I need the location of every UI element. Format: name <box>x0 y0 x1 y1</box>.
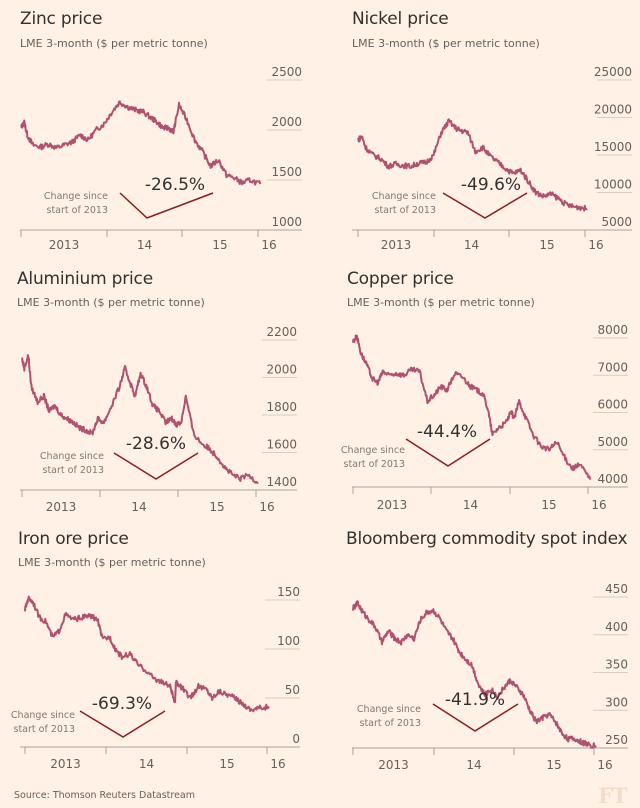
y-tick-label: 400 <box>605 620 628 634</box>
series-line <box>20 100 262 186</box>
chart-title: Zinc price <box>20 9 103 29</box>
change-v-mark <box>405 438 491 467</box>
x-tick-label: 15 <box>212 238 227 252</box>
series-line <box>357 118 588 212</box>
y-tick-label: 50 <box>285 683 300 697</box>
series-line <box>352 600 597 749</box>
change-note: Change since <box>44 191 108 202</box>
x-tick-label: 2013 <box>50 757 81 771</box>
y-tick-label: 1800 <box>266 400 297 414</box>
y-tick-label: 10000 <box>594 178 632 192</box>
y-tick-label: 1000 <box>271 215 302 229</box>
chart-subtitle: LME 3-month ($ per metric tonne) <box>347 296 535 309</box>
x-tick-label: 14 <box>137 238 152 252</box>
y-tick-label: 0 <box>292 732 300 746</box>
y-tick-label: 1400 <box>266 475 297 489</box>
x-tick-label: 14 <box>463 498 478 512</box>
change-note: Change since <box>11 710 75 721</box>
chart-subtitle: LME 3-month ($ per metric tonne) <box>18 556 206 569</box>
change-v-mark <box>79 710 166 738</box>
x-tick-label: 2013 <box>378 758 409 772</box>
y-tick-label: 1600 <box>266 438 297 452</box>
y-tick-label: 8000 <box>597 323 628 337</box>
change-note: Change since <box>341 445 405 456</box>
y-tick-label: 100 <box>277 634 300 648</box>
x-tick-label: 15 <box>541 498 556 512</box>
y-tick-label: 250 <box>605 733 628 747</box>
y-tick-label: 6000 <box>597 398 628 412</box>
change-percent-label: -69.3% <box>92 694 152 714</box>
change-note: start of 2013 <box>360 718 422 729</box>
chart-title: Bloomberg commodity spot index <box>346 529 628 549</box>
y-tick-label: 300 <box>605 695 628 709</box>
y-tick-label: 15000 <box>594 140 632 154</box>
chart-title: Nickel price <box>352 9 449 29</box>
change-note: start of 2013 <box>14 724 76 735</box>
change-percent-label: -49.6% <box>461 175 521 195</box>
y-tick-label: 2000 <box>271 115 302 129</box>
change-v-mark <box>113 452 199 480</box>
change-v-mark <box>119 192 214 219</box>
x-tick-label: 16 <box>261 238 276 252</box>
change-note: start of 2013 <box>47 205 109 216</box>
change-note: Change since <box>357 704 421 715</box>
change-note: start of 2013 <box>344 459 406 470</box>
change-percent-label: -41.9% <box>445 690 505 710</box>
series-line <box>21 354 259 484</box>
y-tick-label: 450 <box>605 582 628 596</box>
y-tick-label: 5000 <box>597 435 628 449</box>
x-tick-label: 16 <box>597 758 612 772</box>
y-tick-label: 7000 <box>597 360 628 374</box>
x-tick-label: 14 <box>131 500 146 514</box>
y-tick-label: 1500 <box>271 165 302 179</box>
series-line <box>352 334 592 480</box>
x-tick-label: 16 <box>270 757 285 771</box>
y-tick-label: 2500 <box>271 65 302 79</box>
change-percent-label: -26.5% <box>145 175 205 195</box>
chart-title: Copper price <box>347 269 454 289</box>
ft-logo: FT <box>598 783 628 808</box>
chart-subtitle: LME 3-month ($ per metric tonne) <box>17 296 205 309</box>
change-v-mark <box>442 192 528 219</box>
x-tick-label: 14 <box>466 758 481 772</box>
x-tick-label: 16 <box>591 498 606 512</box>
change-note: start of 2013 <box>43 465 105 476</box>
x-tick-label: 2013 <box>381 238 412 252</box>
x-tick-label: 16 <box>259 500 274 514</box>
change-percent-label: -44.4% <box>417 422 477 442</box>
x-tick-label: 14 <box>464 238 479 252</box>
change-note: start of 2013 <box>375 205 437 216</box>
source-note: Source: Thomson Reuters Datastream <box>14 790 196 801</box>
change-note: Change since <box>40 451 104 462</box>
y-tick-label: 350 <box>605 658 628 672</box>
y-tick-label: 2200 <box>266 325 297 339</box>
chart-subtitle: LME 3-month ($ per metric tonne) <box>352 37 540 50</box>
series-line <box>24 595 270 713</box>
y-tick-label: 20000 <box>594 103 632 117</box>
x-tick-label: 2013 <box>377 498 408 512</box>
change-v-mark <box>432 703 519 732</box>
x-tick-label: 15 <box>539 238 554 252</box>
x-tick-label: 15 <box>219 757 234 771</box>
x-tick-label: 15 <box>209 500 224 514</box>
y-tick-label: 5000 <box>601 215 632 229</box>
change-percent-label: -28.6% <box>126 434 186 454</box>
x-tick-label: 15 <box>546 758 561 772</box>
x-tick-label: 2013 <box>49 238 80 252</box>
y-tick-label: 25000 <box>594 65 632 79</box>
chart-subtitle: LME 3-month ($ per metric tonne) <box>20 37 208 50</box>
x-tick-label: 16 <box>588 238 603 252</box>
x-tick-label: 2013 <box>46 500 77 514</box>
y-tick-label: 4000 <box>597 472 628 486</box>
x-tick-label: 14 <box>139 757 154 771</box>
change-note: Change since <box>372 191 436 202</box>
y-tick-label: 150 <box>277 585 300 599</box>
chart-title: Iron ore price <box>18 529 129 549</box>
y-tick-label: 2000 <box>266 363 297 377</box>
chart-title: Aluminium price <box>17 269 153 289</box>
